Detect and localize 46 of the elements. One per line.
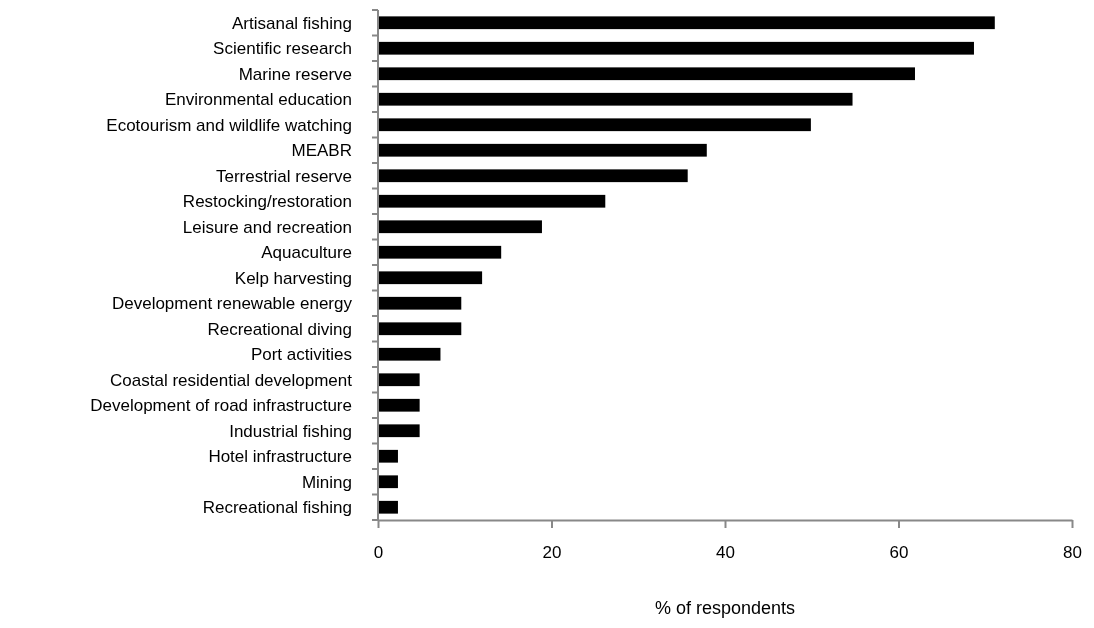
bar	[378, 500, 398, 514]
y-tick-label: Development of road infrastructure	[90, 396, 352, 416]
x-axis-title: % of respondents	[654, 598, 796, 618]
y-tick-label: Kelp harvesting	[234, 268, 352, 288]
x-tick-label: 60	[889, 543, 909, 563]
y-tick-label: Terrestrial reserve	[215, 166, 352, 186]
y-tick-label: Industrial fishing	[229, 421, 352, 441]
y-tick-label: Port activities	[250, 345, 352, 365]
bar	[378, 41, 974, 55]
bar	[378, 220, 542, 234]
y-tick-label: Scientific research	[213, 39, 352, 59]
y-tick-label: Artisanal fishing	[231, 13, 352, 33]
bar	[378, 398, 420, 412]
y-tick-label: Leisure and recreation	[182, 217, 352, 237]
y-tick-label: Marine reserve	[238, 64, 352, 84]
y-tick-label: Ecotourism and wildlife watching	[106, 115, 352, 135]
bar	[378, 118, 811, 132]
bar	[378, 296, 462, 310]
bar	[378, 194, 606, 208]
y-tick-label: MEABR	[291, 141, 352, 161]
bar	[378, 373, 420, 387]
bar	[378, 92, 853, 106]
x-tick-label: 40	[716, 543, 735, 563]
y-tick-label: Recreational fishing	[202, 498, 352, 518]
bar	[378, 271, 483, 285]
bar	[378, 449, 398, 463]
y-tick-label: Development renewable energy	[111, 294, 353, 314]
bar	[378, 347, 441, 361]
bar	[378, 424, 420, 438]
bar	[378, 169, 688, 183]
y-tick-label: Recreational diving	[207, 319, 352, 339]
bar	[378, 245, 502, 259]
y-tick-label: Aquaculture	[261, 243, 352, 263]
y-tick-label: Hotel infrastructure	[208, 447, 352, 467]
y-tick-label: Mining	[301, 472, 352, 492]
bar	[378, 16, 995, 30]
x-tick-label: 20	[542, 543, 562, 563]
y-tick-label: Environmental education	[164, 90, 352, 110]
y-tick-label: Restocking/restoration	[182, 192, 352, 212]
bar	[378, 67, 915, 81]
bar	[378, 143, 707, 157]
x-tick-label: 80	[1063, 543, 1082, 563]
y-tick-label: Coastal residential development	[110, 370, 353, 390]
bar	[378, 322, 462, 336]
bar	[378, 475, 398, 489]
x-tick-label: 0	[373, 543, 384, 563]
